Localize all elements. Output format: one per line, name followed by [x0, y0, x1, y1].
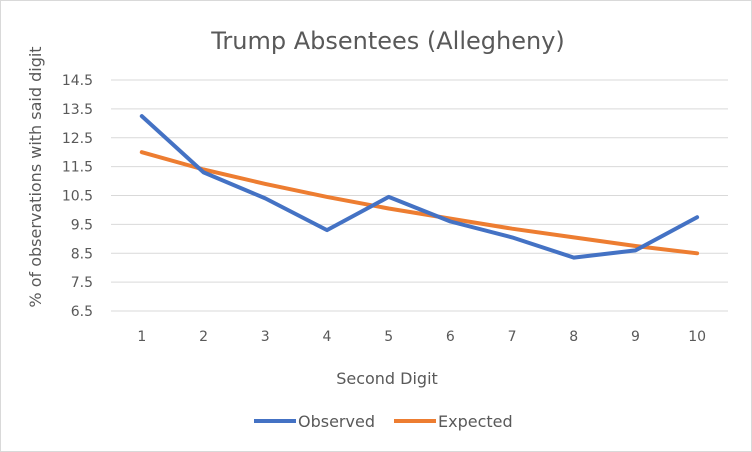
legend: Observed Expected [254, 412, 513, 431]
x-tick-label: 10 [688, 329, 706, 345]
y-tick-label: 11.5 [62, 160, 93, 176]
x-tick-label: 4 [322, 329, 331, 345]
chart-title: Trump Absentees (Allegheny) [210, 27, 565, 55]
x-axis-ticks: 1 2 3 4 5 6 7 8 9 10 [137, 329, 706, 345]
series-line-expected [139, 150, 700, 256]
x-tick-label: 3 [261, 329, 270, 345]
x-tick-label: 2 [199, 329, 208, 345]
y-axis-ticks: 6.5 7.5 8.5 9.5 10.5 11.5 12.5 13.5 14.5 [62, 73, 93, 320]
x-tick-label: 1 [137, 329, 146, 345]
legend-label: Expected [438, 412, 513, 431]
x-tick-label: 8 [569, 329, 578, 345]
x-tick-label: 7 [508, 329, 517, 345]
y-tick-label: 10.5 [62, 189, 93, 205]
y-tick-label: 6.5 [71, 304, 93, 320]
x-axis-label: Second Digit [336, 369, 438, 388]
y-tick-label: 9.5 [71, 217, 93, 233]
y-tick-label: 12.5 [62, 131, 93, 147]
y-tick-label: 8.5 [71, 246, 93, 262]
y-tick-label: 7.5 [71, 275, 93, 291]
y-tick-label: 14.5 [62, 73, 93, 89]
x-tick-label: 6 [446, 329, 455, 345]
legend-label: Observed [298, 412, 375, 431]
series-lines [139, 114, 700, 260]
x-tick-label: 9 [631, 329, 640, 345]
x-tick-label: 5 [384, 329, 393, 345]
gridlines [111, 79, 728, 312]
series-line-observed [139, 114, 700, 260]
y-axis-label: % of observations with said digit [26, 46, 45, 307]
y-tick-label: 13.5 [62, 102, 93, 118]
